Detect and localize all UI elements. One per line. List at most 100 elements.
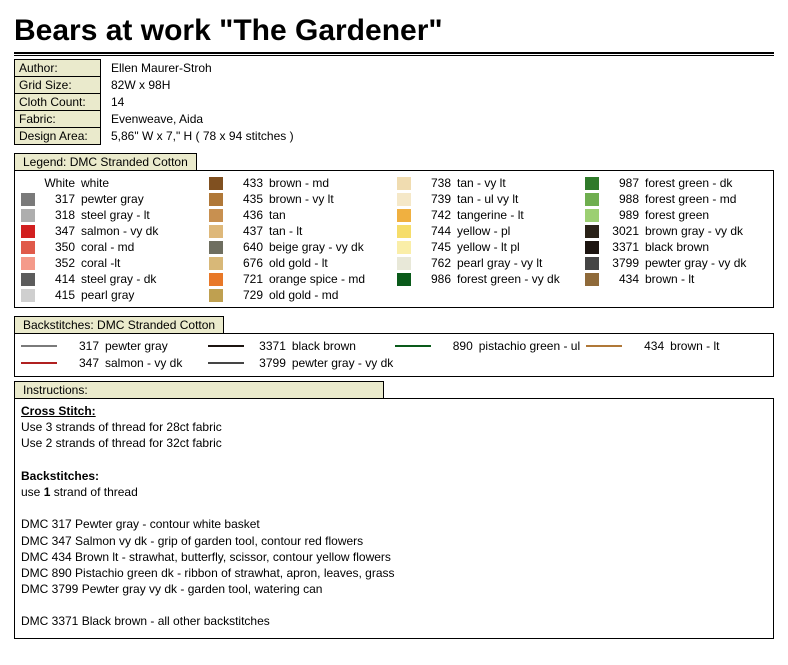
thread-name: tan - lt bbox=[269, 224, 302, 238]
color-swatch bbox=[397, 193, 411, 206]
thread-name: coral - md bbox=[81, 240, 134, 254]
info-label: Author: bbox=[15, 60, 101, 77]
legend-tab: Legend: DMC Stranded Cotton bbox=[14, 153, 197, 170]
instruction-line: DMC 434 Brown lt - strawhat, butterfly, … bbox=[21, 549, 767, 565]
thread-code: 745 bbox=[417, 240, 451, 254]
legend-item: 347salmon - vy dk bbox=[21, 223, 203, 239]
info-label: Grid Size: bbox=[15, 77, 101, 94]
legend-item: 414 steel gray - dk bbox=[21, 271, 203, 287]
legend-item: 434 brown - lt bbox=[585, 271, 767, 287]
thread-name: white bbox=[81, 176, 109, 190]
legend-item: 762pearl gray - vy lt bbox=[397, 255, 579, 271]
thread-name: brown - vy lt bbox=[269, 192, 334, 206]
thread-code: 414 bbox=[41, 272, 75, 286]
title-rule bbox=[14, 52, 774, 56]
legend-item: 745 yellow - lt pl bbox=[397, 239, 579, 255]
thread-name: pearl gray bbox=[81, 288, 134, 302]
instruction-line: DMC 347 Salmon vy dk - grip of garden to… bbox=[21, 533, 767, 549]
instruction-line: DMC 3799 Pewter gray vy dk - garden tool… bbox=[21, 581, 767, 597]
color-swatch bbox=[585, 177, 599, 190]
thread-code: 676 bbox=[229, 256, 263, 270]
legend-item: 352coral -lt bbox=[21, 255, 203, 271]
legend-body: Whitewhite317pewter gray318steel gray - … bbox=[14, 170, 774, 308]
info-value: Ellen Maurer-Stroh bbox=[101, 60, 401, 77]
backstitch-item: 3799pewter gray - vy dk bbox=[208, 355, 393, 371]
thread-name: yellow - pl bbox=[457, 224, 510, 238]
thread-name: brown - lt bbox=[670, 339, 719, 353]
thread-name: brown - md bbox=[269, 176, 329, 190]
thread-code: 347 bbox=[65, 356, 99, 370]
thread-name: tan - vy lt bbox=[457, 176, 506, 190]
legend-item: 739tan - ul vy lt bbox=[397, 191, 579, 207]
thread-code: 436 bbox=[229, 208, 263, 222]
instruction-line: Use 2 strands of thread for 32ct fabric bbox=[21, 435, 767, 451]
legend-item: 988 forest green - md bbox=[585, 191, 767, 207]
thread-name: pistachio green - ul bbox=[479, 339, 580, 353]
stitch-line-icon bbox=[208, 362, 244, 364]
legend-item: 987forest green - dk bbox=[585, 175, 767, 191]
color-swatch bbox=[209, 289, 223, 302]
color-swatch bbox=[585, 257, 599, 270]
backstitch-header: Backstitches: bbox=[21, 469, 99, 483]
thread-name: yellow - lt pl bbox=[457, 240, 520, 254]
thread-name: salmon - vy dk bbox=[105, 356, 182, 370]
color-swatch bbox=[21, 241, 35, 254]
backstitch-body: 317pewter gray3371black brown890pistachi… bbox=[14, 333, 774, 377]
legend-item: 3799pewter gray - vy dk bbox=[585, 255, 767, 271]
color-swatch bbox=[397, 273, 411, 286]
info-label: Cloth Count: bbox=[15, 94, 101, 111]
thread-code: 437 bbox=[229, 224, 263, 238]
thread-name: salmon - vy dk bbox=[81, 224, 158, 238]
thread-name: tangerine - lt bbox=[457, 208, 524, 222]
instruction-line: DMC 3371 Black brown - all other backsti… bbox=[21, 613, 767, 629]
thread-code: 721 bbox=[229, 272, 263, 286]
stitch-line-icon bbox=[208, 345, 244, 347]
legend-item: 433 brown - md bbox=[209, 175, 391, 191]
thread-name: forest green - md bbox=[645, 192, 736, 206]
thread-name: tan bbox=[269, 208, 286, 222]
legend-item: 317pewter gray bbox=[21, 191, 203, 207]
thread-name: tan - ul vy lt bbox=[457, 192, 518, 206]
legend-item: 989 forest green bbox=[585, 207, 767, 223]
thread-name: brown - lt bbox=[645, 272, 694, 286]
legend-item: 3371black brown bbox=[585, 239, 767, 255]
info-table: Author:Ellen Maurer-StrohGrid Size:82W x… bbox=[14, 59, 401, 145]
color-swatch bbox=[21, 289, 35, 302]
thread-name: pewter gray bbox=[81, 192, 144, 206]
color-swatch bbox=[397, 209, 411, 222]
backstitch-item: 890pistachio green - ul bbox=[395, 338, 580, 354]
thread-name: forest green bbox=[645, 208, 709, 222]
info-label: Design Area: bbox=[15, 128, 101, 145]
stitch-line-icon bbox=[586, 345, 622, 347]
color-swatch bbox=[585, 193, 599, 206]
thread-name: black brown bbox=[292, 339, 356, 353]
thread-code: 350 bbox=[41, 240, 75, 254]
color-swatch bbox=[585, 273, 599, 286]
thread-code: 352 bbox=[41, 256, 75, 270]
info-value: 14 bbox=[101, 94, 401, 111]
thread-name: steel gray - dk bbox=[81, 272, 156, 286]
instruction-line: DMC 317 Pewter gray - contour white bask… bbox=[21, 516, 767, 532]
instruction-line: DMC 890 Pistachio green dk - ribbon of s… bbox=[21, 565, 767, 581]
thread-name: pewter gray bbox=[105, 339, 168, 353]
color-swatch bbox=[209, 193, 223, 206]
thread-code: 3799 bbox=[252, 356, 286, 370]
info-value: 5,86" W x 7," H ( 78 x 94 stitches ) bbox=[101, 128, 401, 145]
thread-code: 989 bbox=[605, 208, 639, 222]
thread-code: 433 bbox=[229, 176, 263, 190]
thread-code: 988 bbox=[605, 192, 639, 206]
thread-code: 3799 bbox=[605, 256, 639, 270]
stitch-line-icon bbox=[395, 345, 431, 347]
thread-code: 434 bbox=[605, 272, 639, 286]
legend-item: 3021brown gray - vy dk bbox=[585, 223, 767, 239]
thread-code: 317 bbox=[65, 339, 99, 353]
thread-code: 640 bbox=[229, 240, 263, 254]
color-swatch bbox=[585, 241, 599, 254]
page-title: Bears at work "The Gardener" bbox=[14, 14, 774, 48]
legend-item: 640beige gray - vy dk bbox=[209, 239, 391, 255]
legend-item: 744yellow - pl bbox=[397, 223, 579, 239]
stitch-line-icon bbox=[21, 362, 57, 364]
backstitch-item: 434brown - lt bbox=[586, 338, 767, 354]
thread-name: old gold - md bbox=[269, 288, 338, 302]
thread-name: orange spice - md bbox=[269, 272, 365, 286]
